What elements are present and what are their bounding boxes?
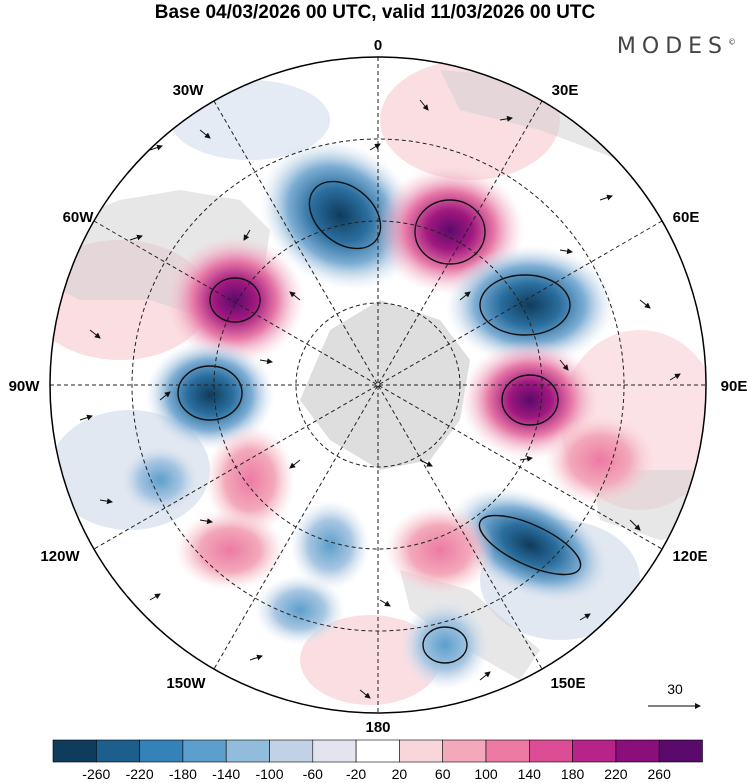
lon-label-120w: 120W <box>40 548 80 565</box>
colorbar-tick-label: 180 <box>561 766 585 782</box>
colorbar-swatch <box>442 739 487 763</box>
colorbar-tick-label: -220 <box>126 766 154 782</box>
colorbar-swatch <box>572 739 617 763</box>
colorbar-swatch <box>269 739 314 763</box>
modes-logo: MODES© <box>617 34 736 59</box>
colorbar-swatch <box>52 739 97 763</box>
colorbar-swatch <box>658 739 703 763</box>
lon-label-30e: 30E <box>552 82 579 99</box>
colorbar-tick-label: 220 <box>604 766 628 782</box>
brand-mark: © <box>728 37 736 47</box>
colorbar-swatch <box>312 739 357 763</box>
vector-ref-label: 30 <box>667 681 683 697</box>
colorbar-swatch <box>182 739 227 763</box>
lon-label-180: 180 <box>365 719 390 736</box>
colorbar-swatch <box>355 739 400 763</box>
colorbar-tick-label: 260 <box>648 766 672 782</box>
colorbar-swatch <box>225 739 270 763</box>
lon-label-60w: 60W <box>63 209 95 226</box>
chart-title: Base 04/03/2026 00 UTC, valid 11/03/2026… <box>154 2 596 23</box>
colorbar-tick-label: 60 <box>435 766 451 782</box>
colorbar-tick-label: -20 <box>346 766 366 782</box>
colorbar-swatch <box>615 739 660 763</box>
lon-label-150w: 150W <box>166 675 206 692</box>
map-border <box>49 56 707 714</box>
colorbar-tick-label: -140 <box>212 766 240 782</box>
colorbar-swatch <box>399 739 443 763</box>
colorbar-swatch <box>528 739 573 763</box>
colorbar-tick-label: 20 <box>392 766 408 782</box>
lon-label-60e: 60E <box>673 209 700 226</box>
colorbar-swatch <box>139 739 184 763</box>
colorbar-tick-label: -180 <box>169 766 197 782</box>
colorbar: -260 -220 -180 -140 -100 -60 -20 20 60 100 140 180 2… <box>52 739 703 782</box>
lon-label-0: 0 <box>374 37 382 54</box>
colorbar-tick-label: -100 <box>255 766 283 782</box>
lon-label-90w: 90W <box>9 378 41 395</box>
colorbar-swatch <box>485 739 530 763</box>
lon-label-150e: 150E <box>550 675 585 692</box>
brand-text: MODES <box>616 34 728 59</box>
colorbar-swatch <box>96 739 140 763</box>
colorbar-tick-label: 140 <box>518 766 542 782</box>
colorbar-tick-label: -60 <box>303 766 323 782</box>
lon-label-30w: 30W <box>173 82 205 99</box>
map-field <box>50 57 706 713</box>
colorbar-tick-label: 100 <box>474 766 498 782</box>
colorbar-tick-label: -260 <box>82 766 110 782</box>
lon-label-120e: 120E <box>672 548 707 565</box>
lon-label-90e: 90E <box>721 378 748 395</box>
wind-vectors <box>79 99 681 699</box>
